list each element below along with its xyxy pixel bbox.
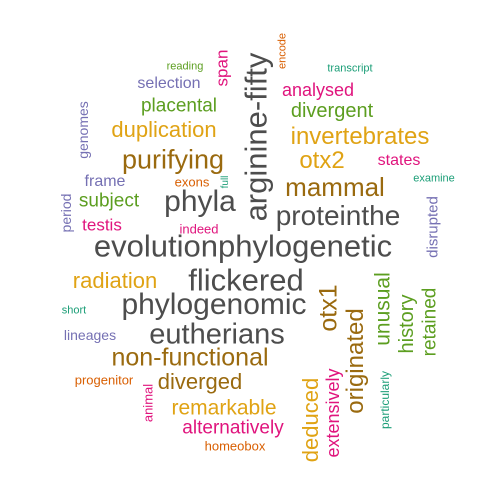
word-proteinthe: proteinthe xyxy=(275,200,401,231)
word-otx1: otx1 xyxy=(314,284,343,332)
word-retained: retained xyxy=(419,287,441,357)
word-selection: selection xyxy=(137,75,201,92)
word-radiation: radiation xyxy=(72,268,158,293)
word-lineages: lineages xyxy=(63,327,117,343)
word-homeobox: homeobox xyxy=(204,438,266,454)
word-encode: encode xyxy=(276,32,289,70)
word-phyla: phyla xyxy=(164,185,236,218)
word-analysed: analysed xyxy=(281,80,355,100)
word-states: states xyxy=(377,152,421,169)
word-divergent: divergent xyxy=(290,100,374,122)
word-transcript: transcript xyxy=(327,62,373,75)
word-span: span xyxy=(212,49,232,87)
word-frame: frame xyxy=(84,173,126,190)
word-placental: placental xyxy=(140,95,218,117)
word-progenitor: progenitor xyxy=(74,372,134,388)
word-full: full xyxy=(220,175,231,189)
word-testis: testis xyxy=(82,215,122,235)
word-unusual: unusual xyxy=(371,272,395,346)
word-non-functional: non-functional xyxy=(111,343,269,372)
word-phylogenomic: phylogenomic xyxy=(121,288,307,321)
word-subject: subject xyxy=(78,190,140,212)
word-period: period xyxy=(58,193,74,233)
word-diverged: diverged xyxy=(157,369,243,394)
word-short: short xyxy=(61,304,87,317)
word-originated: originated xyxy=(342,308,369,414)
word-flickered: flickered xyxy=(188,262,304,298)
word-disrupted: disrupted xyxy=(424,196,442,258)
word-purifying: purifying xyxy=(121,144,225,175)
word-particularly: particularly xyxy=(378,370,392,430)
word-animal: animal xyxy=(140,383,156,423)
word-history: history xyxy=(396,294,418,354)
word-exons: exons xyxy=(174,174,210,190)
word-examine: examine xyxy=(413,172,455,185)
word-duplication: duplication xyxy=(111,117,217,142)
word-genomes: genomes xyxy=(75,101,91,159)
word-arginine-fifty: arginine-fifty xyxy=(238,52,274,222)
word-alternatively: alternatively xyxy=(182,417,284,439)
word-invertebrates: invertebrates xyxy=(290,123,430,150)
word-deduced: deduced xyxy=(298,377,323,463)
word-evolutionphylogenetic: evolutionphylogenetic xyxy=(93,228,393,264)
word-mammal: mammal xyxy=(285,172,385,202)
word-remarkable: remarkable xyxy=(171,396,277,420)
word-indeed: indeed xyxy=(179,221,219,237)
word-reading: reading xyxy=(166,60,204,73)
word-eutherians: eutherians xyxy=(149,318,285,351)
word-extensively: extensively xyxy=(323,368,343,458)
word-otx2: otx2 xyxy=(299,147,345,174)
